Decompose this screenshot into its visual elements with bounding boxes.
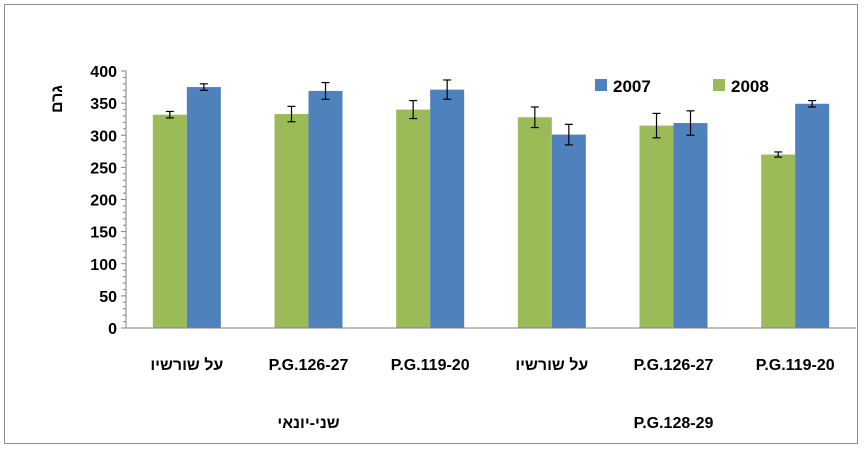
bar-2008 [639, 125, 674, 328]
bar-2007 [795, 103, 830, 328]
bar-2007 [186, 87, 221, 328]
bar-2007 [308, 90, 343, 328]
y-tick-label: 50 [99, 289, 117, 306]
bar-2008 [761, 154, 796, 328]
x-category-label: P.G.126-27 [269, 357, 349, 374]
chart-area: 0 50 100 150 200 250 300 350 400 P.G.119-20 P.G.1… [4, 4, 858, 444]
bar-2008 [517, 117, 552, 328]
x-category-label: P.G.119-20 [756, 357, 835, 374]
y-tick-label: 0 [108, 321, 117, 338]
bar-2008 [396, 109, 431, 328]
y-tick-label: 100 [90, 257, 117, 274]
y-tick-label: 250 [90, 160, 117, 177]
legend-label-2007: 2007 [613, 77, 651, 96]
y-tick-label: 200 [90, 193, 117, 210]
legend: 2007 2008 [595, 77, 769, 96]
x-axis: P.G.119-20 P.G.126-27 על שורשיו P.G.119-20 P… [126, 327, 856, 432]
bar-2007 [551, 134, 586, 328]
legend-swatch-2007 [595, 79, 607, 91]
y-tick-label: 300 [90, 128, 117, 145]
bar-2008 [274, 114, 309, 328]
bar-2007 [430, 89, 465, 328]
bar-2007 [673, 123, 708, 328]
x-group-label: P.G.128-29 [634, 415, 714, 432]
x-category-label: P.G.119-20 [391, 357, 470, 374]
x-group-label: שני-יונאי [277, 415, 339, 432]
y-tick-label: 350 [90, 96, 117, 113]
legend-swatch-2008 [713, 79, 725, 91]
y-tick-label: 400 [90, 64, 117, 81]
y-tick-label: 150 [90, 225, 117, 242]
x-category-label: P.G.126-27 [634, 357, 714, 374]
y-axis-label: גרם [49, 85, 66, 113]
y-axis: 0 50 100 150 200 250 300 350 400 [90, 64, 127, 338]
x-category-label: על שורשיו [515, 356, 588, 374]
bar-series [152, 79, 830, 328]
legend-label-2008: 2008 [731, 77, 769, 96]
bar-2008 [152, 114, 187, 328]
x-category-label: על שורשיו [150, 356, 223, 374]
